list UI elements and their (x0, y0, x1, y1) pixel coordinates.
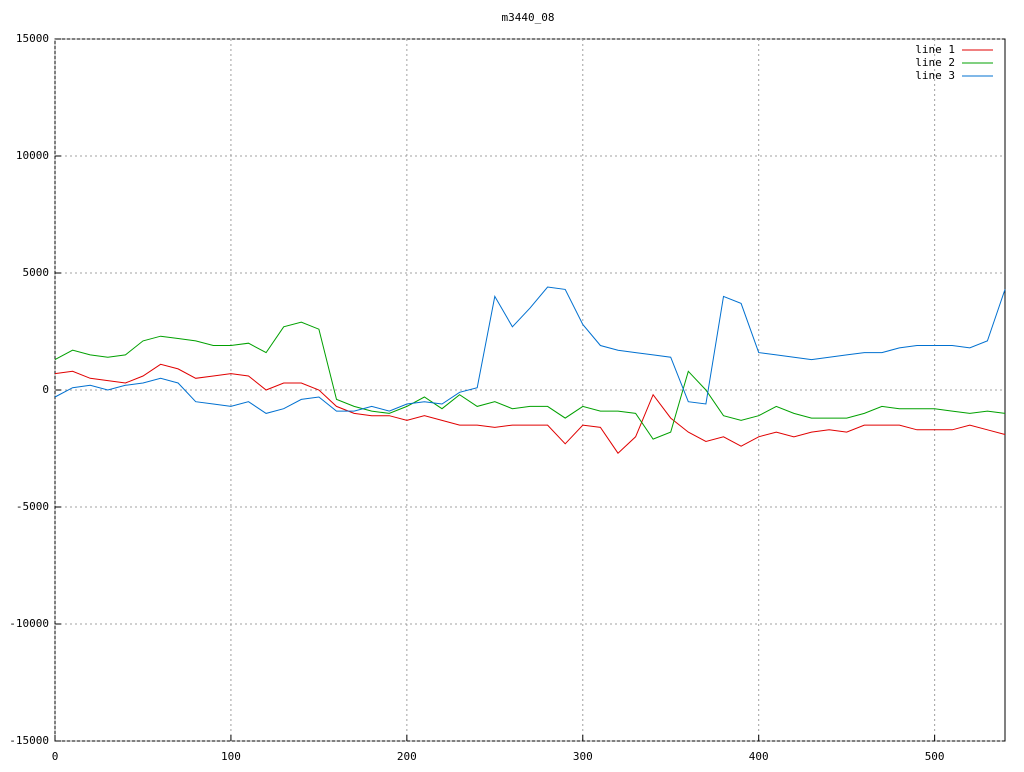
legend-label: line 2 (915, 56, 955, 69)
y-tick-label: 0 (42, 383, 49, 396)
x-tick-label: 200 (397, 750, 417, 763)
y-tick-label: 10000 (16, 149, 49, 162)
y-tick-label: -5000 (16, 500, 49, 513)
series-line (54, 286, 1006, 414)
y-tick-label: 15000 (16, 32, 49, 45)
legend-label: line 1 (915, 43, 955, 56)
x-tick-label: 300 (573, 750, 593, 763)
chart-title: m3440_08 (502, 11, 555, 24)
y-tick-label: -15000 (9, 734, 49, 747)
x-tick-label: 0 (52, 750, 59, 763)
y-tick-label: -10000 (9, 617, 49, 630)
legend-label: line 3 (915, 69, 955, 82)
x-tick-label: 100 (221, 750, 241, 763)
y-tick-label: 5000 (23, 266, 50, 279)
series-line (54, 363, 1006, 454)
x-tick-label: 500 (925, 750, 945, 763)
x-tick-label: 400 (749, 750, 769, 763)
series-line (54, 321, 1006, 440)
